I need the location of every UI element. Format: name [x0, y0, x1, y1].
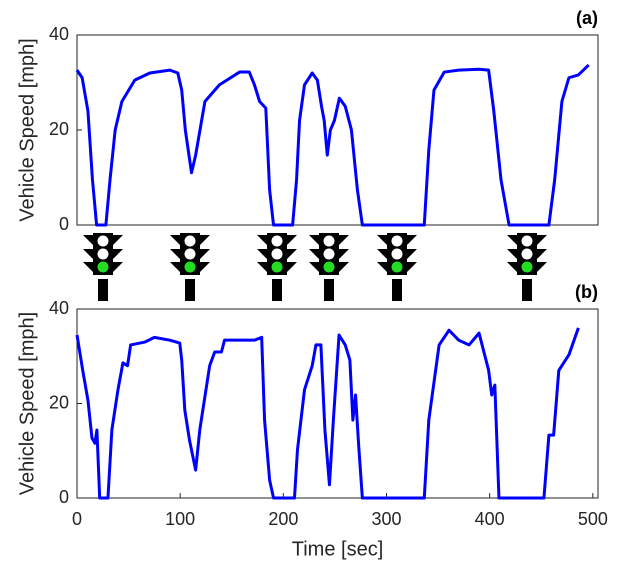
y-tick-label: 0 — [59, 214, 69, 234]
y-tick-label: 0 — [59, 487, 69, 507]
y-tick-label: 20 — [49, 392, 69, 412]
x-tick-label: 300 — [371, 509, 401, 529]
y-tick-label: 20 — [49, 119, 69, 139]
y-tick-label: 40 — [49, 24, 69, 44]
speed-line — [75, 63, 590, 227]
y-tick-label: 40 — [49, 298, 69, 318]
x-tick-label: 400 — [475, 509, 505, 529]
speed-line — [75, 327, 580, 500]
y-axis-label: Vehicle Speed [mph] — [16, 38, 38, 221]
panel-label: (b) — [575, 282, 598, 302]
plot-area — [76, 34, 599, 226]
x-tick-label: 0 — [72, 509, 82, 529]
x-tick-label: 100 — [165, 509, 195, 529]
x-tick-label: 200 — [268, 509, 298, 529]
panel-label: (a) — [576, 8, 598, 28]
traffic-lights — [83, 233, 547, 301]
x-tick-label: 500 — [578, 509, 608, 529]
y-axis-label: Vehicle Speed [mph] — [16, 312, 38, 495]
x-axis-label: Time [sec] — [292, 538, 384, 560]
